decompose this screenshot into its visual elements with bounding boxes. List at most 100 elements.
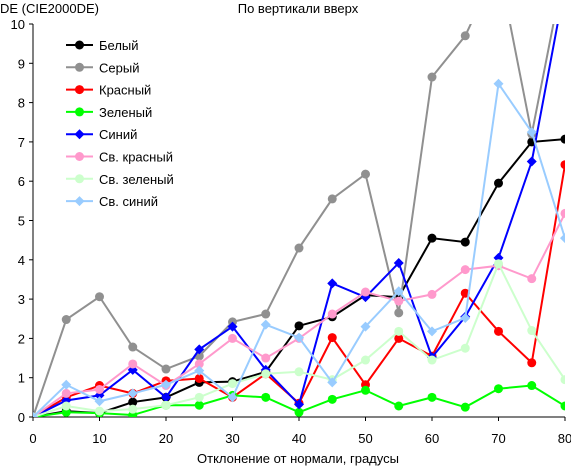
series-5-point bbox=[261, 353, 271, 363]
series-2-point bbox=[494, 326, 503, 336]
series-6-point bbox=[61, 401, 71, 411]
series-6-point bbox=[460, 343, 470, 353]
legend-item: Св. синий bbox=[66, 194, 158, 209]
series-6-point bbox=[361, 355, 370, 365]
series-1-point bbox=[95, 292, 104, 302]
series-0-point bbox=[427, 233, 437, 243]
series-1-point bbox=[261, 309, 271, 319]
series-0-point bbox=[460, 237, 470, 247]
series-5-point bbox=[394, 296, 404, 306]
legend-item: Белый bbox=[66, 38, 139, 53]
legend-item: Синий bbox=[66, 127, 137, 142]
series-1-point bbox=[294, 243, 304, 253]
x-axis-label: Отклонение от нормали, градусы bbox=[197, 451, 399, 466]
x-tick-label: 80 bbox=[558, 431, 571, 446]
x-tick-label: 50 bbox=[358, 431, 372, 446]
legend-item: Св. красный bbox=[66, 150, 173, 165]
series-7-point bbox=[460, 312, 471, 323]
x-tick-label: 60 bbox=[425, 431, 439, 446]
series-7-point bbox=[393, 286, 404, 297]
series-5-point bbox=[560, 208, 565, 218]
series-6-point bbox=[394, 326, 404, 336]
series-6-point bbox=[294, 367, 304, 377]
legend-item: Красный bbox=[66, 83, 151, 98]
legend: Белый Серый Красный Зеленый Синий Св. красный… bbox=[66, 38, 174, 209]
series-0-point bbox=[294, 321, 304, 331]
series-7-point bbox=[360, 321, 371, 332]
series-2-point bbox=[560, 160, 565, 170]
series-5-point bbox=[61, 388, 71, 398]
legend-swatch-marker bbox=[74, 129, 85, 140]
series-7-point bbox=[260, 319, 271, 330]
series-4-point bbox=[327, 278, 338, 289]
series-3-point bbox=[560, 401, 565, 411]
series-1-point bbox=[161, 364, 171, 374]
y-tick-label: 10 bbox=[11, 17, 25, 32]
series-6-point bbox=[95, 406, 104, 416]
series-7-point bbox=[127, 388, 138, 399]
series-5-point bbox=[460, 265, 470, 275]
series-6-point bbox=[194, 392, 204, 402]
series-3-point bbox=[527, 381, 537, 391]
series-6 bbox=[33, 259, 565, 417]
series-1-point bbox=[128, 342, 138, 352]
series-3-point bbox=[327, 394, 337, 404]
series-3-point bbox=[61, 407, 71, 417]
x-tick-label: 10 bbox=[92, 431, 106, 446]
series-7-point bbox=[33, 412, 38, 417]
x-tick-label: 0 bbox=[29, 431, 36, 446]
series-1-point bbox=[394, 308, 404, 318]
legend-label: Синий bbox=[99, 127, 137, 142]
series-7 bbox=[33, 78, 565, 417]
y-tick-label: 5 bbox=[18, 214, 25, 229]
series-5-point bbox=[527, 274, 537, 284]
series-6-point bbox=[228, 379, 237, 389]
y-tick-label: 3 bbox=[18, 292, 25, 307]
series-3-point bbox=[194, 400, 204, 410]
y-tick-label: 9 bbox=[18, 56, 25, 71]
series-1-point bbox=[61, 315, 71, 325]
legend-item: Серый bbox=[66, 60, 139, 75]
x-tick-label: 30 bbox=[225, 431, 239, 446]
series-4-point bbox=[161, 392, 171, 403]
series-2-point bbox=[527, 358, 537, 368]
series-3-point bbox=[294, 407, 304, 417]
series-3-point bbox=[494, 384, 503, 394]
series-0-point bbox=[560, 134, 565, 144]
series-3-point bbox=[261, 392, 271, 402]
legend-swatch-marker bbox=[75, 85, 84, 95]
series-1-point bbox=[361, 169, 370, 179]
series-3-point bbox=[427, 392, 437, 402]
series-7-point bbox=[327, 377, 338, 388]
series-7-point bbox=[560, 233, 565, 244]
series-3-point bbox=[361, 385, 370, 395]
series-1-point bbox=[427, 72, 437, 82]
series-6-point bbox=[128, 404, 138, 414]
series-1-point bbox=[327, 194, 337, 204]
series-7-point bbox=[493, 78, 504, 89]
series-4-point bbox=[194, 344, 205, 355]
chart-title: По вертикали вверх bbox=[238, 1, 359, 16]
series-7-point bbox=[161, 379, 171, 390]
y-tick-label: 4 bbox=[18, 253, 25, 268]
y-tick-label: 8 bbox=[18, 96, 25, 111]
series-3-point bbox=[394, 401, 404, 411]
series-7-point bbox=[227, 392, 238, 403]
series-4-point bbox=[294, 399, 304, 410]
series-2-point bbox=[194, 373, 204, 383]
y-tick-label: 0 bbox=[18, 410, 25, 425]
series-5-point bbox=[427, 289, 437, 299]
series-3-point bbox=[460, 402, 470, 412]
legend-label: Зеленый bbox=[99, 105, 152, 120]
legend-item: Зеленый bbox=[66, 105, 152, 120]
series-7-point bbox=[61, 379, 72, 390]
legend-label: Св. красный bbox=[99, 150, 173, 165]
y-tick-label: 2 bbox=[18, 331, 25, 346]
y-tick-label: 6 bbox=[18, 174, 25, 189]
series-6-point bbox=[427, 355, 437, 365]
series-6-point bbox=[261, 369, 271, 379]
series-0-point bbox=[494, 178, 503, 188]
legend-swatch-marker bbox=[75, 152, 84, 161]
series-layer bbox=[33, 24, 565, 417]
series-7-point bbox=[294, 332, 304, 343]
